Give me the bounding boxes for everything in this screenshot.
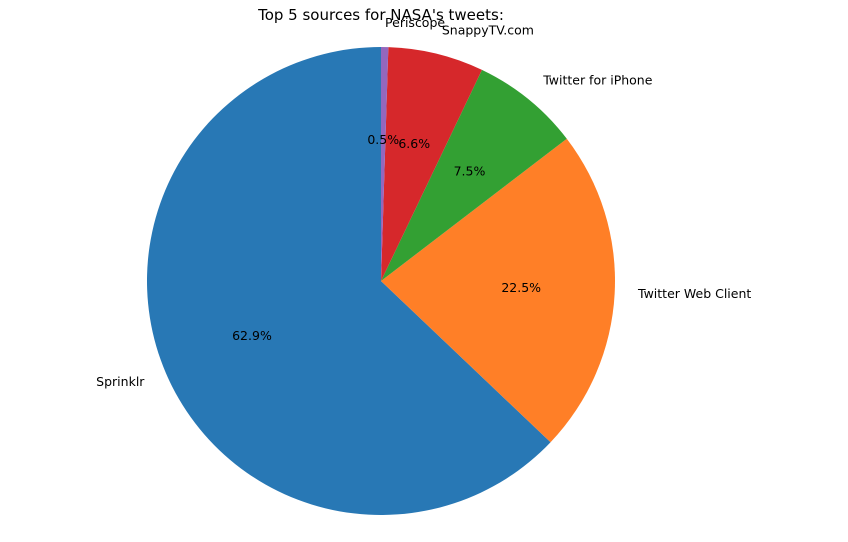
pie-slice-sprinklr — [146, 47, 551, 515]
slice-label-sprinklr: Sprinklr — [96, 374, 145, 389]
pie-slice-twitter-web-client — [381, 138, 615, 443]
slice-label-twitter-for-iphone: Twitter for iPhone — [542, 73, 653, 88]
pie-slice-snappytv-com — [381, 47, 482, 282]
pct-label-twitter-web-client: 22.5% — [501, 280, 541, 295]
chart-title: Top 5 sources for NASA's tweets: — [257, 6, 504, 24]
pie-slices — [146, 47, 615, 515]
pct-label-snappytv-com: 6.6% — [398, 136, 430, 151]
pie-labels: Sprinklr 62.9% Twitter Web Client 22.5% Twit… — [96, 15, 751, 389]
pct-label-periscope: 0.5% — [367, 132, 399, 147]
slice-label-twitter-web-client: Twitter Web Client — [637, 286, 751, 301]
pct-label-sprinklr: 62.9% — [232, 328, 272, 343]
pie-slice-twitter-for-iphone — [381, 69, 567, 282]
pct-label-twitter-for-iphone: 7.5% — [454, 163, 486, 178]
slice-label-periscope: Periscope — [385, 15, 445, 30]
pie-slice-periscope — [381, 47, 389, 281]
slice-label-snappytv-com: SnappyTV.com — [442, 22, 534, 37]
